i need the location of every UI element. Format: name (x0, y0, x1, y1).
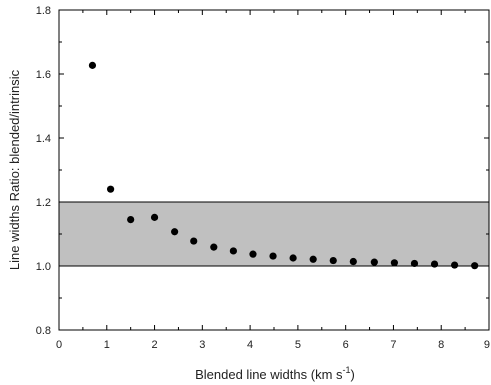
y-axis-label: Line widths Ratio: blended/intrinsic (7, 69, 22, 270)
x-tick-label: 0 (56, 339, 62, 351)
data-points (88, 61, 479, 270)
data-point (229, 247, 237, 255)
x-axis-label-text: Blended line widths (km s (195, 367, 343, 382)
x-axis-label-superscript: -1 (343, 365, 351, 375)
data-point (390, 259, 398, 267)
data-point (309, 255, 317, 263)
x-tick-label: 1 (104, 339, 110, 351)
data-point (171, 228, 179, 236)
y-tick-label: 1.8 (36, 5, 51, 17)
plot-frame (58, 9, 490, 331)
data-point (249, 250, 257, 258)
data-point (210, 243, 218, 251)
data-point (430, 260, 439, 268)
y-tick-label: 1.2 (36, 197, 51, 209)
x-tick-label: 4 (247, 339, 253, 351)
data-point (269, 252, 277, 260)
data-point (410, 259, 419, 268)
axis-ticks (58, 9, 490, 331)
x-axis-label-end: ) (351, 367, 355, 382)
x-tick-labels: 0 1 2 3 4 5 6 7 8 9 (56, 339, 490, 351)
y-tick-labels: 0.8 1.0 1.2 1.4 1.6 1.8 (36, 5, 51, 337)
x-tick-label: 7 (390, 339, 396, 351)
data-point (127, 216, 135, 224)
data-point (150, 213, 159, 221)
data-point (329, 256, 337, 265)
x-tick-label: 2 (151, 339, 157, 351)
data-point (471, 262, 479, 270)
data-point (349, 257, 357, 266)
data-point (370, 258, 378, 266)
x-axis-label: Blended line widths (km s-1) (195, 365, 355, 382)
data-point (451, 261, 459, 269)
x-tick-label: 3 (199, 339, 205, 351)
y-tick-label: 1.4 (36, 133, 51, 145)
x-tick-label: 8 (438, 339, 444, 351)
y-tick-label: 1.0 (36, 261, 51, 273)
y-tick-label: 1.6 (36, 69, 51, 81)
data-point (107, 185, 115, 193)
y-tick-label: 0.8 (36, 325, 51, 337)
x-tick-label: 5 (295, 339, 301, 351)
x-tick-label: 9 (484, 339, 490, 351)
data-point (88, 61, 97, 69)
x-tick-label: 6 (343, 339, 349, 351)
data-point (289, 254, 297, 262)
data-point (190, 237, 198, 245)
